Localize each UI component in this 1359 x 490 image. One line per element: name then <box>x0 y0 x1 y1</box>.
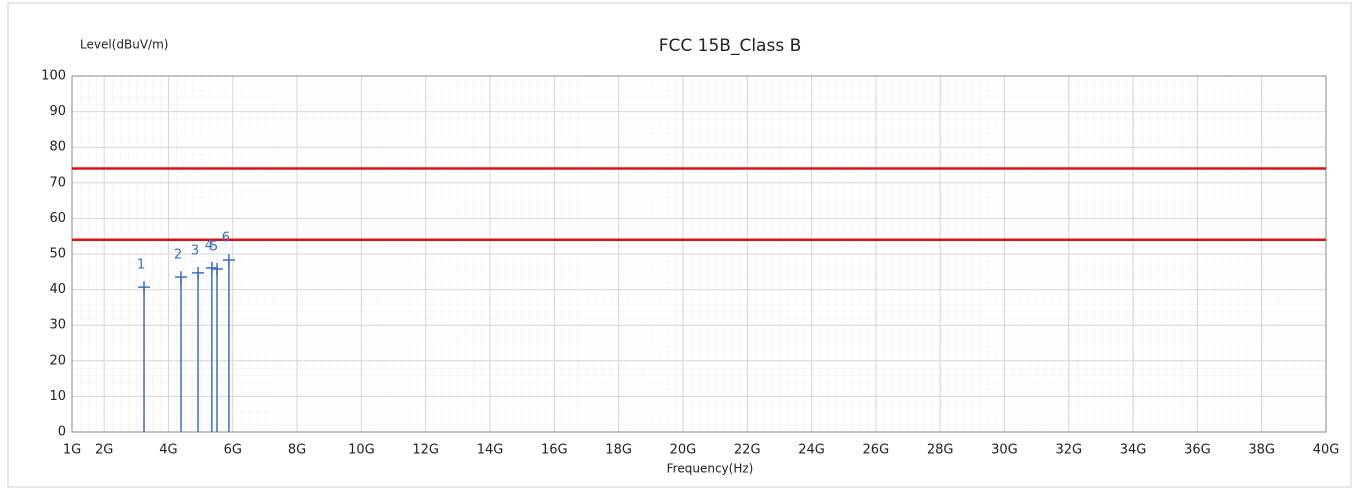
x-tick-label: 1G <box>63 443 81 458</box>
marker <box>222 254 235 267</box>
x-tick-label: 18G <box>605 443 632 458</box>
x-tick-label: 34G <box>1120 443 1147 458</box>
y-tick-label: 70 <box>49 175 66 190</box>
x-tick-label: 4G <box>159 443 177 458</box>
x-tick-label: 14G <box>477 443 504 458</box>
x-tick-label: 28G <box>927 443 954 458</box>
marker <box>138 281 151 294</box>
x-tick-label: 38G <box>1248 443 1275 458</box>
x-tick-label: 32G <box>1055 443 1082 458</box>
marker <box>175 271 188 284</box>
marker-label: 6 <box>222 231 230 246</box>
y-tick-label: 20 <box>49 353 66 368</box>
marker <box>211 262 224 275</box>
x-tick-label: 16G <box>541 443 568 458</box>
x-tick-label: 40G <box>1313 443 1340 458</box>
x-tick-label: 20G <box>670 443 697 458</box>
x-tick-label: 6G <box>224 443 242 458</box>
marker-label: 5 <box>210 239 218 254</box>
marker <box>192 266 205 279</box>
y-tick-label: 60 <box>49 211 66 226</box>
y-tick-label: 50 <box>49 247 66 262</box>
y-tick-label: 80 <box>49 140 66 155</box>
y-tick-label: 40 <box>49 282 66 297</box>
y-tick-label: 100 <box>41 69 66 84</box>
y-tick-label: 10 <box>49 389 66 404</box>
y-tick-label: 0 <box>58 425 66 440</box>
x-tick-label: 22G <box>734 443 761 458</box>
x-tick-label: 26G <box>863 443 890 458</box>
x-tick-label: 8G <box>288 443 306 458</box>
y-tick-label: 90 <box>49 104 66 119</box>
x-tick-label: 10G <box>348 443 375 458</box>
x-tick-label: 12G <box>412 443 439 458</box>
plot-border <box>71 75 1327 433</box>
x-tick-label: 24G <box>798 443 825 458</box>
x-axis-label: Frequency(Hz) <box>667 462 754 476</box>
x-tick-label: 30G <box>991 443 1018 458</box>
x-tick-label: 2G <box>95 443 113 458</box>
y-axis-label: Level(dBuV/m) <box>80 38 168 52</box>
marker-label: 1 <box>137 258 145 273</box>
y-tick-label: 30 <box>49 318 66 333</box>
marker-label: 3 <box>191 243 199 258</box>
chart-title: FCC 15B_Class B <box>659 36 802 56</box>
marker <box>205 261 218 274</box>
marker-label: 2 <box>174 248 182 263</box>
marker-label: 4 <box>205 238 213 253</box>
x-tick-label: 36G <box>1184 443 1211 458</box>
